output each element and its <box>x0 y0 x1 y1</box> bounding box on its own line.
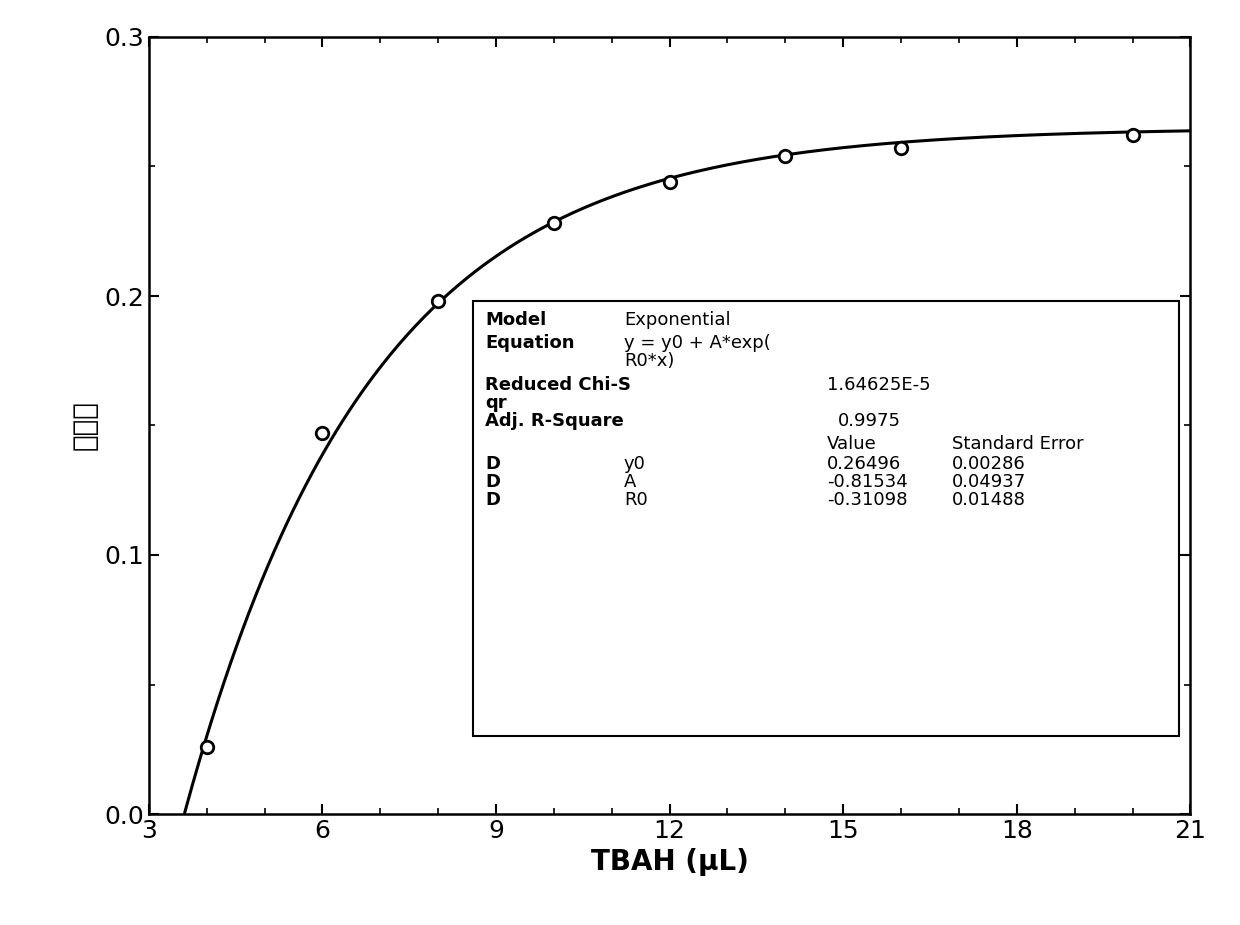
Text: 1.64625E-5: 1.64625E-5 <box>827 376 931 394</box>
Text: qr: qr <box>485 394 507 413</box>
Text: R0: R0 <box>624 491 647 509</box>
Y-axis label: 吸光値: 吸光値 <box>71 401 98 450</box>
Text: 0.9975: 0.9975 <box>837 413 900 430</box>
Text: A: A <box>624 473 636 491</box>
Text: Value: Value <box>827 435 877 453</box>
Text: -0.81534: -0.81534 <box>827 473 908 491</box>
Text: y0: y0 <box>624 455 646 473</box>
Text: Standard Error: Standard Error <box>952 435 1084 453</box>
Text: 0.01488: 0.01488 <box>952 491 1025 509</box>
Text: D: D <box>485 473 501 491</box>
Text: D: D <box>485 491 501 509</box>
Text: Adj. R-Square: Adj. R-Square <box>485 413 624 430</box>
X-axis label: TBAH (μL): TBAH (μL) <box>590 848 749 876</box>
Text: Exponential: Exponential <box>624 311 730 328</box>
FancyBboxPatch shape <box>472 302 1179 736</box>
Text: Reduced Chi-S: Reduced Chi-S <box>485 376 631 394</box>
Text: R0*x): R0*x) <box>624 352 675 370</box>
Text: Model: Model <box>485 311 547 328</box>
Text: D: D <box>485 455 501 473</box>
Text: -0.31098: -0.31098 <box>827 491 908 509</box>
Text: 0.00286: 0.00286 <box>952 455 1025 473</box>
Text: 0.04937: 0.04937 <box>952 473 1027 491</box>
Text: y = y0 + A*exp(: y = y0 + A*exp( <box>624 334 770 352</box>
Text: Equation: Equation <box>485 334 575 352</box>
Text: 0.26496: 0.26496 <box>827 455 901 473</box>
